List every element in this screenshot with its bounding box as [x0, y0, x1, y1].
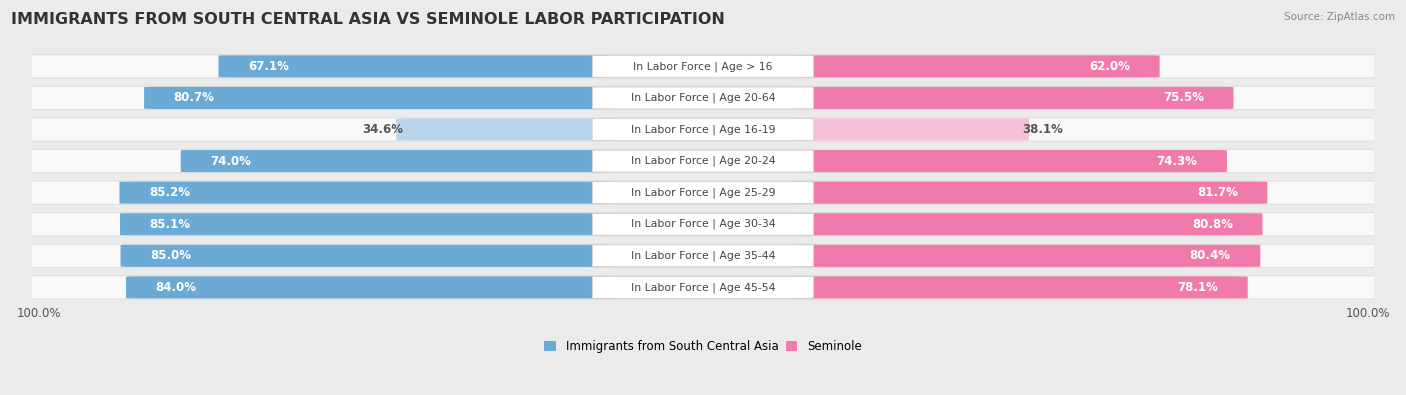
Text: In Labor Force | Age 16-19: In Labor Force | Age 16-19	[631, 124, 775, 135]
FancyBboxPatch shape	[120, 182, 613, 204]
Text: IMMIGRANTS FROM SOUTH CENTRAL ASIA VS SEMINOLE LABOR PARTICIPATION: IMMIGRANTS FROM SOUTH CENTRAL ASIA VS SE…	[11, 12, 725, 27]
Text: Source: ZipAtlas.com: Source: ZipAtlas.com	[1284, 12, 1395, 22]
FancyBboxPatch shape	[592, 87, 814, 109]
Text: 85.0%: 85.0%	[150, 249, 191, 262]
Text: In Labor Force | Age 20-24: In Labor Force | Age 20-24	[631, 156, 775, 166]
Text: 80.4%: 80.4%	[1189, 249, 1230, 262]
Text: In Labor Force | Age 30-34: In Labor Force | Age 30-34	[631, 219, 775, 229]
FancyBboxPatch shape	[25, 86, 1381, 109]
Text: 67.1%: 67.1%	[247, 60, 288, 73]
FancyBboxPatch shape	[793, 87, 1233, 109]
FancyBboxPatch shape	[793, 276, 1247, 299]
Text: In Labor Force | Age 35-44: In Labor Force | Age 35-44	[631, 250, 775, 261]
Text: 85.2%: 85.2%	[149, 186, 190, 199]
FancyBboxPatch shape	[218, 55, 613, 77]
Text: 85.1%: 85.1%	[149, 218, 191, 231]
FancyBboxPatch shape	[127, 276, 613, 299]
Text: 80.8%: 80.8%	[1192, 218, 1233, 231]
FancyBboxPatch shape	[793, 213, 1263, 235]
FancyBboxPatch shape	[25, 244, 1381, 267]
Text: 78.1%: 78.1%	[1177, 281, 1218, 294]
FancyBboxPatch shape	[121, 245, 613, 267]
Text: 74.3%: 74.3%	[1157, 154, 1198, 167]
FancyBboxPatch shape	[25, 149, 1381, 173]
FancyBboxPatch shape	[120, 213, 613, 235]
Text: 34.6%: 34.6%	[361, 123, 404, 136]
FancyBboxPatch shape	[143, 87, 613, 109]
Text: 38.1%: 38.1%	[1022, 123, 1063, 136]
FancyBboxPatch shape	[592, 245, 814, 267]
FancyBboxPatch shape	[793, 55, 1160, 77]
FancyBboxPatch shape	[793, 118, 1029, 141]
FancyBboxPatch shape	[25, 118, 1381, 141]
FancyBboxPatch shape	[592, 150, 814, 172]
Text: 81.7%: 81.7%	[1197, 186, 1237, 199]
Text: In Labor Force | Age 25-29: In Labor Force | Age 25-29	[631, 187, 775, 198]
FancyBboxPatch shape	[592, 276, 814, 298]
FancyBboxPatch shape	[25, 213, 1381, 236]
Text: 74.0%: 74.0%	[211, 154, 252, 167]
FancyBboxPatch shape	[396, 118, 613, 141]
FancyBboxPatch shape	[592, 213, 814, 235]
Text: In Labor Force | Age 20-64: In Labor Force | Age 20-64	[631, 93, 775, 103]
Text: 62.0%: 62.0%	[1090, 60, 1130, 73]
FancyBboxPatch shape	[793, 150, 1227, 172]
Text: In Labor Force | Age 45-54: In Labor Force | Age 45-54	[631, 282, 775, 293]
FancyBboxPatch shape	[592, 55, 814, 77]
Text: 80.7%: 80.7%	[173, 91, 215, 104]
FancyBboxPatch shape	[25, 181, 1381, 204]
FancyBboxPatch shape	[592, 182, 814, 203]
FancyBboxPatch shape	[793, 182, 1267, 204]
Text: 84.0%: 84.0%	[156, 281, 197, 294]
FancyBboxPatch shape	[793, 245, 1260, 267]
Text: In Labor Force | Age > 16: In Labor Force | Age > 16	[633, 61, 773, 71]
Text: 75.5%: 75.5%	[1163, 91, 1204, 104]
FancyBboxPatch shape	[181, 150, 613, 172]
Legend: Immigrants from South Central Asia, Seminole: Immigrants from South Central Asia, Semi…	[544, 340, 862, 353]
FancyBboxPatch shape	[592, 118, 814, 140]
FancyBboxPatch shape	[25, 276, 1381, 299]
FancyBboxPatch shape	[25, 55, 1381, 78]
